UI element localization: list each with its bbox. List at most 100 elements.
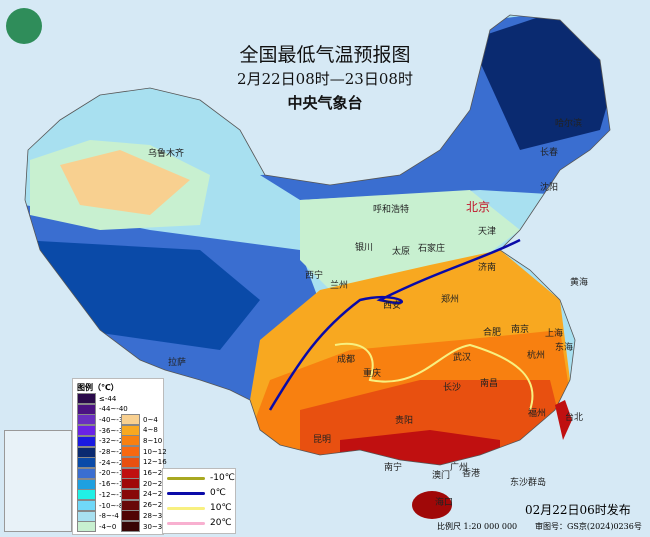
- city-label: 香港: [462, 469, 481, 479]
- city-label: 乌鲁木齐: [148, 149, 185, 159]
- taiwan: [555, 400, 572, 440]
- legend-swatch: [121, 478, 140, 490]
- legend-label: -40~-36: [99, 415, 128, 424]
- isotherm-label: 0℃: [210, 488, 226, 498]
- city-label: 南京: [511, 325, 530, 335]
- scale-text: 比例尺 1:20 000 000: [437, 522, 518, 531]
- legend-item: -12~-10: [77, 489, 128, 501]
- legend-item: 12~16: [121, 456, 167, 468]
- legend-swatch: [121, 424, 140, 436]
- legend-label: -20~-16: [99, 469, 128, 478]
- map-title: 全国最低气温预报图: [239, 44, 411, 66]
- isotherm-item: 0℃: [167, 488, 226, 498]
- legend-label: -8~-4: [99, 512, 119, 521]
- legend-item: 28~30: [121, 510, 167, 522]
- city-label: 拉萨: [168, 358, 187, 368]
- south-china-sea-inset: [4, 430, 72, 532]
- legend-swatch: [121, 521, 140, 532]
- legend-swatch: [121, 435, 140, 447]
- legend-swatch: [121, 499, 140, 511]
- legend-item: ≤-44: [77, 393, 116, 404]
- city-label: 济南: [478, 263, 497, 273]
- city-label: 东海: [555, 343, 574, 353]
- legend-item: 20~24: [121, 478, 167, 490]
- legend-swatch: [77, 478, 96, 490]
- legend-item: 16~20: [121, 467, 167, 479]
- city-label: 天津: [478, 227, 497, 237]
- legend-item: -8~-4: [77, 510, 119, 522]
- isotherm-line: [167, 491, 205, 495]
- legend-swatch: [77, 521, 96, 533]
- city-label: 武汉: [453, 353, 472, 363]
- legend-swatch: [121, 456, 140, 468]
- legend-label: -4~0: [99, 522, 117, 531]
- city-label: 北京: [466, 200, 491, 214]
- city-label: 广州: [450, 463, 469, 473]
- isotherm-item: -10℃: [167, 473, 235, 483]
- legend-swatch: [77, 467, 96, 479]
- city-label: 上海: [545, 329, 564, 339]
- legend-swatch: [121, 510, 140, 522]
- isotherm-item: 10℃: [167, 503, 232, 513]
- legend-swatch: [77, 435, 96, 447]
- hainan: [412, 491, 452, 519]
- isotherm-label: 20℃: [210, 518, 232, 528]
- legend-label: -32~-28: [99, 437, 128, 446]
- legend-swatch: [121, 414, 140, 425]
- legend-swatch: [77, 446, 96, 458]
- city-label: 呼和浩特: [373, 205, 410, 215]
- city-label: 成都: [337, 355, 356, 365]
- legend-label: 4~8: [143, 426, 158, 435]
- legend-item: 30~32: [121, 521, 167, 532]
- legend-item: -44~-40: [77, 403, 128, 415]
- legend-item: -36~-32: [77, 425, 128, 437]
- legend-label: -12~-10: [99, 490, 128, 499]
- approval-number: 审图号：GS京(2024)0236号: [535, 522, 642, 531]
- legend-item: 0~4: [121, 414, 158, 425]
- isotherm-label: 10℃: [210, 503, 232, 513]
- legend-swatch: [77, 393, 96, 404]
- city-label: 黄海: [570, 278, 589, 288]
- city-label: 昆明: [313, 435, 332, 445]
- isotherm-line: [167, 521, 205, 525]
- legend-label: 20~24: [143, 479, 167, 488]
- city-label: 郑州: [441, 295, 460, 305]
- city-label: 长春: [540, 148, 559, 158]
- city-label: 台北: [565, 413, 584, 423]
- city-label: 西宁: [305, 271, 324, 281]
- city-label: 沈阳: [540, 183, 559, 193]
- legend-item: 8~10: [121, 435, 162, 447]
- legend-item: -32~-28: [77, 435, 128, 447]
- legend-label: -44~-40: [99, 405, 128, 414]
- legend-label: 16~20: [143, 469, 167, 477]
- city-label: 澳门: [432, 471, 451, 481]
- map-period: 2月22日08时—23日08时: [237, 70, 413, 88]
- legend-label: ≤-44: [99, 394, 117, 403]
- legend-label: -36~-32: [99, 426, 128, 435]
- city-label: 福州: [528, 409, 547, 419]
- city-label: 哈尔滨: [555, 119, 583, 129]
- legend-label: -24~-20: [99, 458, 128, 467]
- city-label: 兰州: [330, 281, 349, 291]
- legend-swatch: [77, 510, 96, 522]
- city-label: 贵阳: [395, 416, 414, 426]
- legend-swatch: [77, 403, 96, 415]
- legend-label: -16~-12: [99, 480, 128, 489]
- city-label: 银川: [355, 243, 374, 253]
- legend-item: -16~-12: [77, 478, 128, 490]
- legend-label: 12~16: [143, 458, 167, 467]
- isotherm-0: [268, 238, 521, 411]
- legend-swatch: [77, 489, 96, 501]
- legend: 图例（℃） ≤-44 -44~-40 -40~-36 -36~-32 -32~-28 -2…: [72, 378, 167, 535]
- legend-label: 30~32: [143, 522, 167, 531]
- city-label: 长沙: [443, 383, 462, 393]
- legend-item: 24~26: [121, 488, 167, 500]
- legend-swatch: [77, 414, 96, 426]
- city-label: 重庆: [363, 369, 382, 379]
- country-border: [24, 14, 611, 466]
- legend-item: -40~-36: [77, 414, 128, 426]
- legend-item: -4~0: [77, 521, 117, 533]
- isotherm-10: [334, 342, 534, 411]
- publish-time: 02月22日06时发布: [525, 503, 631, 517]
